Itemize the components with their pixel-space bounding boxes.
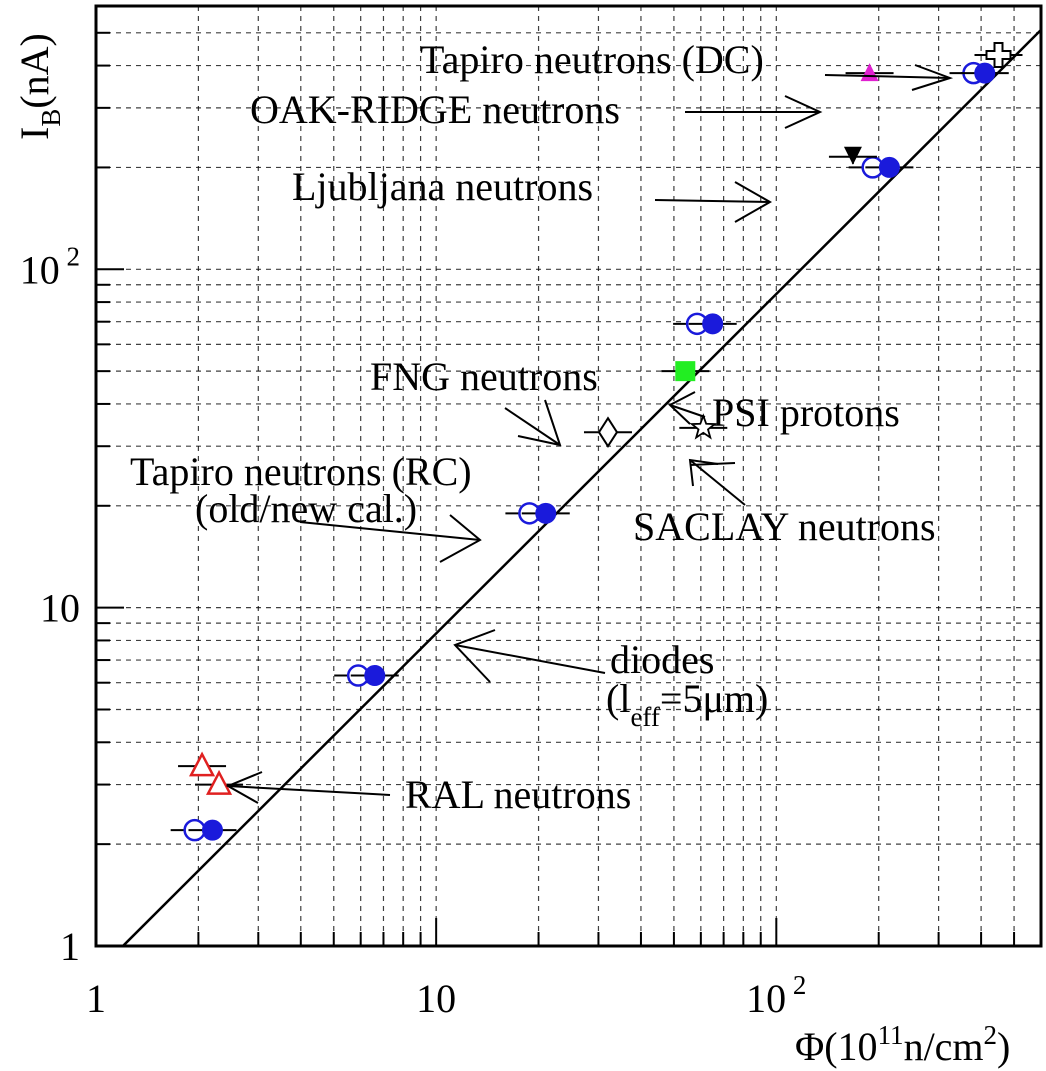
marker-filled-circle bbox=[974, 62, 996, 84]
label-tapiro-rc-line2: (old/new cal.) bbox=[195, 486, 417, 531]
data-point-filled-circle bbox=[688, 313, 737, 335]
tick-labels: 1 10 10 2 1 10 10 2 bbox=[20, 241, 807, 1021]
label-tapiro-rc-line1: Tapiro neutrons (RC) bbox=[130, 449, 472, 494]
y-axis-label: IB(nA) bbox=[12, 33, 66, 140]
label-diodes-open: (l bbox=[606, 676, 630, 721]
plot-frame bbox=[94, 4, 1043, 948]
annotation-arrows bbox=[225, 64, 954, 804]
marker-filled-circle bbox=[878, 156, 900, 178]
label-psi: PSI protons bbox=[712, 390, 900, 435]
marker-filled-down-triangle bbox=[843, 146, 862, 165]
x-tick-label: 10 2 bbox=[746, 970, 806, 1021]
label-tapiro-dc: Tapiro neutrons (DC) bbox=[420, 37, 764, 82]
marker-filled-circle bbox=[702, 313, 724, 335]
annotation-labels: Tapiro neutrons (DC) OAK-RIDGE neutrons … bbox=[130, 37, 936, 817]
label-diodes-leff: (leff=5μm) bbox=[606, 676, 768, 732]
label-ral: RAL neutrons bbox=[405, 772, 631, 817]
marker-open-diamond bbox=[597, 416, 619, 449]
data-point-open-star bbox=[679, 413, 728, 440]
data-point-open-cross bbox=[974, 41, 1023, 68]
label-fng: FNG neutrons bbox=[370, 354, 598, 399]
data-point-filled-circle bbox=[865, 156, 914, 178]
label-diodes-rest: =5μm) bbox=[660, 676, 768, 721]
x-axis-label: Φ(1011n/cm2) bbox=[795, 1020, 1010, 1069]
axis-ticks bbox=[95, 5, 1042, 947]
y-tick-label: 1 bbox=[60, 924, 80, 969]
data-point-filled-down-triangle bbox=[828, 146, 877, 165]
data-point-open-triangle bbox=[178, 751, 227, 777]
marker-open-triangle bbox=[188, 751, 216, 777]
marker-open-cross bbox=[985, 41, 1012, 68]
label-diodes-sub: eff bbox=[630, 702, 659, 732]
fit-line-group bbox=[122, 28, 1042, 947]
data-point-filled-circle bbox=[960, 62, 1009, 84]
label-ljubljana: Ljubljana neutrons bbox=[292, 164, 593, 209]
label-diodes: diodes bbox=[610, 637, 714, 682]
data-point-open-triangle bbox=[195, 769, 244, 795]
x-tick-label: 10 bbox=[416, 976, 456, 1021]
marker-filled-circle bbox=[535, 502, 557, 524]
data-point-filled-square bbox=[661, 361, 710, 382]
data-point-filled-circle bbox=[521, 502, 570, 524]
data-point-filled-circle bbox=[350, 665, 399, 687]
marker-filled-square bbox=[675, 361, 696, 382]
data-point-open-diamond bbox=[583, 416, 632, 449]
marker-filled-circle bbox=[201, 819, 223, 841]
data-points bbox=[170, 41, 1023, 842]
data-point-filled-circle bbox=[188, 819, 237, 841]
y-tick-label: 10 bbox=[40, 586, 80, 631]
fit-line-diodes bbox=[122, 28, 1042, 947]
x-tick-label: 1 bbox=[86, 976, 106, 1021]
marker-open-star bbox=[689, 413, 718, 440]
marker-open-triangle bbox=[205, 769, 233, 795]
label-oak-ridge: OAK-RIDGE neutrons bbox=[250, 87, 620, 132]
label-saclay: SACLAY neutrons bbox=[633, 504, 936, 549]
y-tick-label: 10 2 bbox=[20, 241, 80, 292]
marker-filled-circle bbox=[364, 665, 386, 687]
